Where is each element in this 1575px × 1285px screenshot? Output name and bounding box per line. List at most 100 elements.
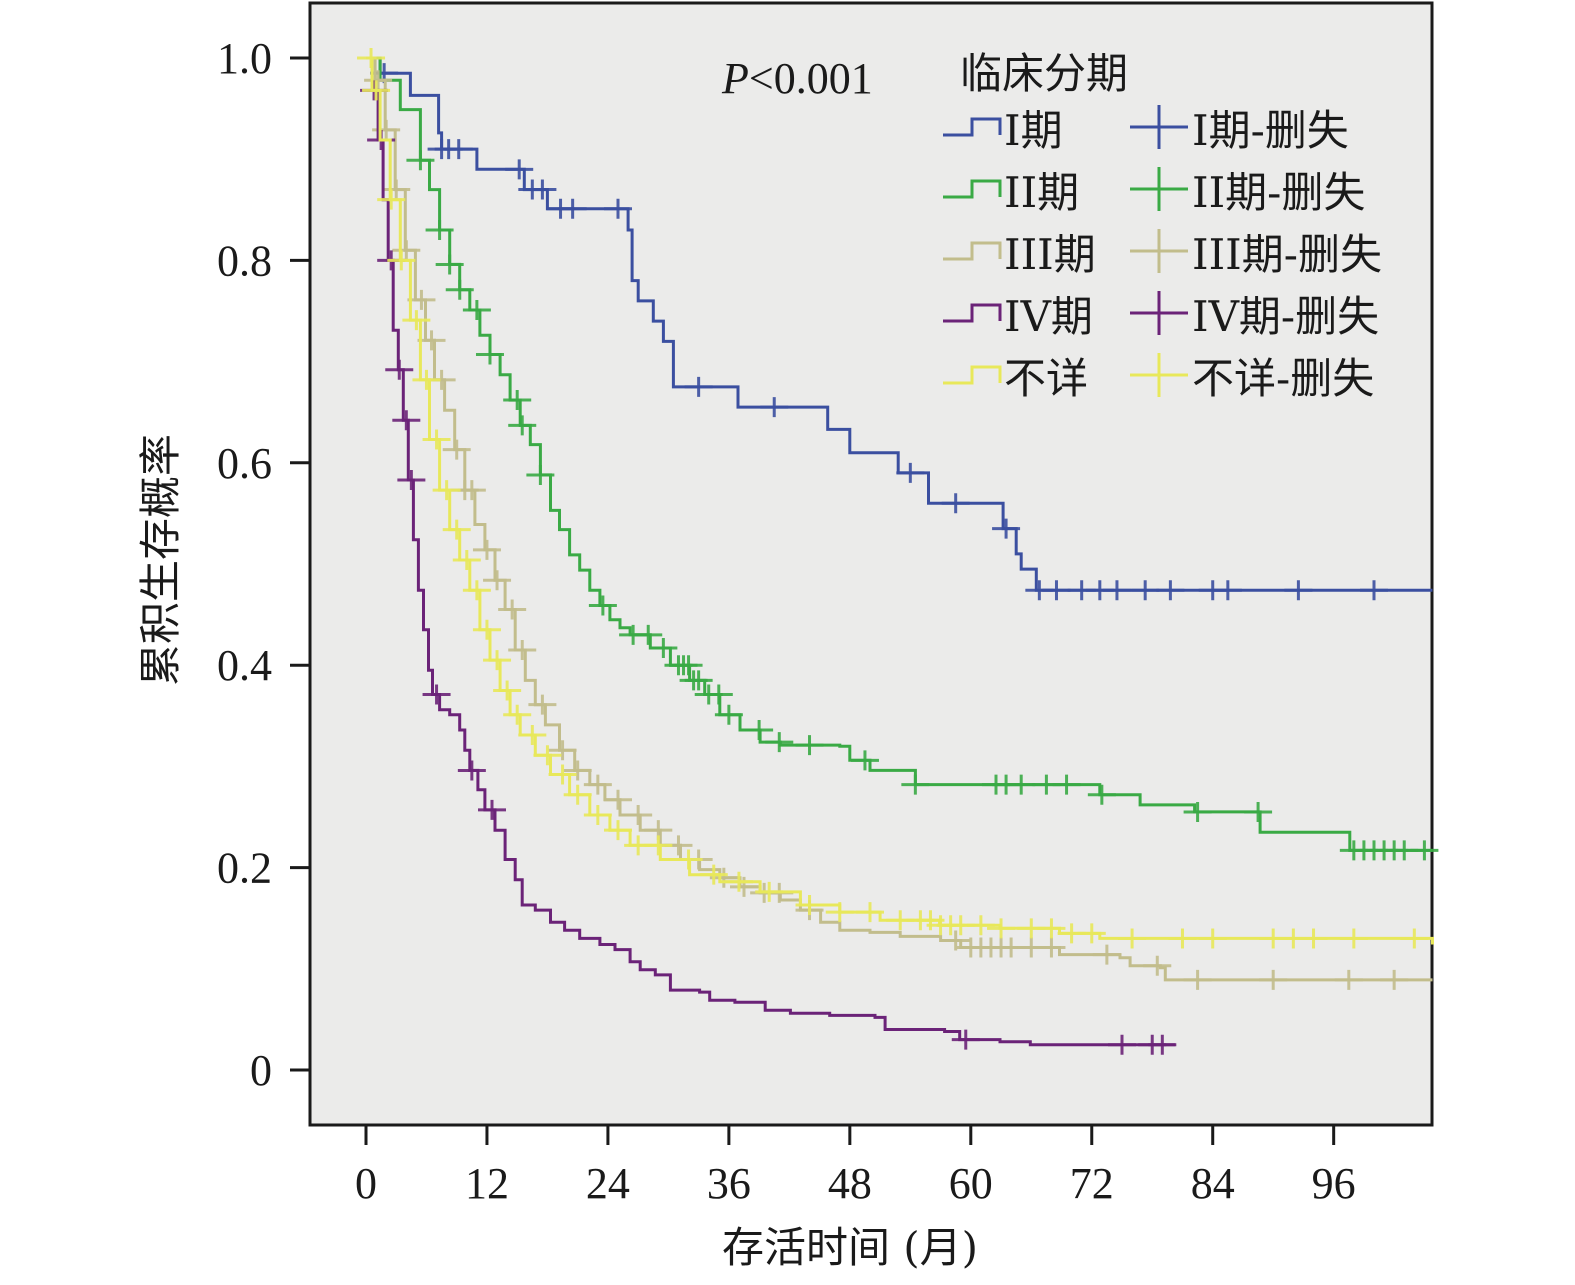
censor-mark [795, 735, 824, 756]
censor-mark [1156, 580, 1185, 601]
censor-mark [1198, 928, 1227, 949]
censor-mark [1037, 937, 1066, 958]
censor-mark [1092, 944, 1121, 965]
legend-censor-icon [1130, 229, 1188, 273]
censor-mark [941, 930, 970, 951]
censor-mark [472, 539, 501, 560]
legend-step-icon [943, 117, 1002, 137]
censor-mark [745, 719, 774, 740]
x-tick-label: 96 [1312, 1159, 1356, 1208]
series-1 [366, 56, 1433, 601]
censor-mark [1299, 928, 1328, 949]
censor-mark [483, 570, 512, 591]
censor-mark [417, 330, 446, 351]
series-2 [366, 56, 1439, 861]
censor-mark [392, 240, 421, 261]
censor-mark [588, 595, 617, 616]
censor-mark [1400, 928, 1429, 949]
censor-mark [392, 410, 421, 431]
censor-mark [704, 684, 733, 705]
censor-mark [435, 254, 464, 275]
censor-mark [462, 580, 491, 601]
censor-mark [422, 684, 451, 705]
censor-mark [498, 599, 527, 620]
censor-mark [377, 189, 406, 210]
censor-mark [533, 745, 562, 766]
legend-label: III期 [1004, 230, 1096, 279]
censor-mark [856, 902, 884, 923]
censor-mark [526, 464, 555, 485]
censor-mark [992, 518, 1021, 539]
censor-mark [472, 619, 501, 640]
legend-step-icon [943, 179, 1002, 199]
censor-mark [445, 279, 474, 300]
y-axis: 1.0 0.8 0.6 0.4 0.2 0 [217, 34, 310, 1095]
censor-mark [1052, 774, 1081, 795]
legend-censor-icon [1130, 105, 1188, 149]
censor-mark [402, 310, 431, 331]
legend-censor-label: III期-删失 [1192, 230, 1382, 279]
censor-mark [1118, 928, 1147, 949]
censor-mark [624, 804, 653, 825]
censor-mark [1183, 969, 1212, 990]
censor-mark [508, 640, 537, 661]
censor-mark [1410, 840, 1439, 861]
censor-mark [896, 462, 925, 483]
censor-mark [583, 774, 612, 795]
censor-mark [518, 725, 547, 746]
censor-mark [503, 704, 532, 725]
y-tick-label: 0 [250, 1046, 272, 1095]
legend-censor-label: IV期-删失 [1192, 292, 1379, 341]
censor-mark [432, 480, 461, 501]
survival-curve [366, 56, 1176, 1047]
censor-mark [795, 895, 824, 916]
censor-mark [1360, 580, 1388, 601]
censor-mark [941, 493, 970, 514]
censor-mark [714, 704, 743, 725]
censor-mark [1168, 928, 1197, 949]
p-value-text: <0.001 [749, 54, 873, 103]
censor-mark [364, 70, 393, 91]
legend-censor-icon [1130, 167, 1188, 211]
censor-mark [604, 789, 632, 810]
censor-mark [755, 881, 784, 902]
x-tick-label: 24 [586, 1159, 630, 1208]
censor-mark [634, 624, 663, 645]
censor-mark [444, 139, 473, 160]
censor-mark [406, 150, 435, 171]
censor-mark [505, 159, 534, 180]
legend-censor-label: II期-删失 [1192, 168, 1365, 217]
legend-censor-label: 不详-删失 [1192, 354, 1374, 403]
x-tick-label: 48 [828, 1159, 872, 1208]
censor-mark [1102, 580, 1131, 601]
censor-mark [1148, 1034, 1177, 1055]
legend-step-icon [943, 303, 1002, 323]
censor-mark [987, 918, 1016, 939]
legend-censor-icon [1130, 353, 1188, 397]
censor-mark [1037, 918, 1066, 939]
censor-mark [760, 397, 789, 418]
legend-step-icon [943, 241, 1002, 261]
legend-title: 临床分期 [960, 49, 1128, 98]
censor-mark [644, 835, 673, 856]
censor-mark [1334, 969, 1363, 990]
censor-mark [558, 198, 587, 219]
censor-mark [1131, 580, 1160, 601]
censor-mark [1380, 969, 1409, 990]
censor-mark [508, 415, 537, 436]
censor-mark [674, 849, 703, 870]
x-tick-label: 36 [707, 1159, 751, 1208]
censor-mark [649, 637, 678, 658]
censor-mark [850, 750, 879, 771]
censor-mark [412, 369, 441, 390]
censor-mark [765, 732, 794, 753]
x-axis-title: 存活时间 (月) [722, 1223, 978, 1272]
censor-mark [1213, 580, 1242, 601]
censor-mark [387, 250, 416, 271]
censor-mark [1339, 928, 1368, 949]
censor-mark [548, 740, 577, 761]
series-5 [357, 48, 1434, 949]
y-tick-label: 1.0 [217, 34, 272, 83]
censor-mark [385, 359, 414, 380]
censor-mark [442, 439, 471, 460]
